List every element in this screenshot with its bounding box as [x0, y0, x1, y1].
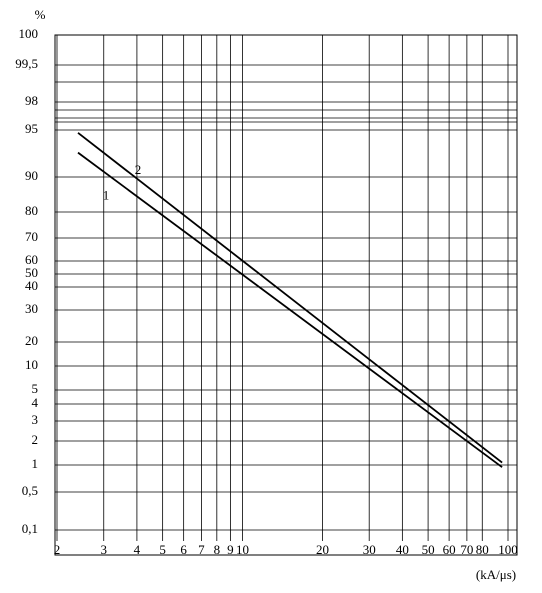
- x-tick-label: 30: [363, 542, 376, 557]
- y-tick-label: 20: [25, 333, 38, 348]
- x-tick-label: 7: [198, 542, 205, 557]
- x-tick-label: 100: [498, 542, 518, 557]
- x-tick-label: 4: [134, 542, 141, 557]
- x-tick-label: 20: [316, 542, 329, 557]
- x-tick-label: 9: [227, 542, 234, 557]
- x-tick-label: 3: [100, 542, 107, 557]
- x-tick-label: 80: [476, 542, 489, 557]
- y-tick-label: 90: [25, 168, 38, 183]
- x-tick-label: 2: [54, 542, 61, 557]
- y-tick-label: 95: [25, 121, 38, 136]
- y-tick-label: 60: [25, 252, 38, 267]
- y-tick-label: 50: [25, 265, 38, 280]
- y-tick-label: 40: [25, 278, 38, 293]
- y-tick-label: 4: [32, 395, 39, 410]
- y-tick-label: 3: [32, 412, 39, 427]
- x-axis-label: (kA/μs): [476, 567, 516, 582]
- y-tick-label: 99,5: [15, 56, 38, 71]
- y-tick-label: 5: [32, 381, 39, 396]
- x-tick-label: 6: [180, 542, 187, 557]
- x-tick-label: 8: [214, 542, 221, 557]
- y-axis-label: %: [35, 7, 46, 22]
- y-tick-label: 0,5: [22, 483, 38, 498]
- x-tick-label: 60: [443, 542, 456, 557]
- y-tick-label: 1: [32, 456, 39, 471]
- y-tick-label: 80: [25, 203, 38, 218]
- y-tick-label: 0,1: [22, 521, 38, 536]
- y-tick-label: 70: [25, 229, 38, 244]
- x-tick-label: 70: [460, 542, 473, 557]
- data-line: [77, 132, 503, 464]
- extra-grid: [55, 81, 517, 123]
- x-tick-label: 5: [159, 542, 166, 557]
- x-tick-label: 50: [422, 542, 435, 557]
- y-tick-label: 100: [19, 26, 39, 41]
- x-tick-label: 40: [396, 542, 409, 557]
- y-tick-label: 10: [25, 357, 38, 372]
- series-label: 1: [103, 188, 110, 203]
- y-tick-label: 30: [25, 301, 38, 316]
- data-line: [77, 151, 503, 468]
- x-tick-label: 10: [236, 542, 249, 557]
- y-tick-label: 98: [25, 93, 38, 108]
- series-label: 2: [135, 162, 142, 177]
- y-tick-label: 2: [32, 432, 39, 447]
